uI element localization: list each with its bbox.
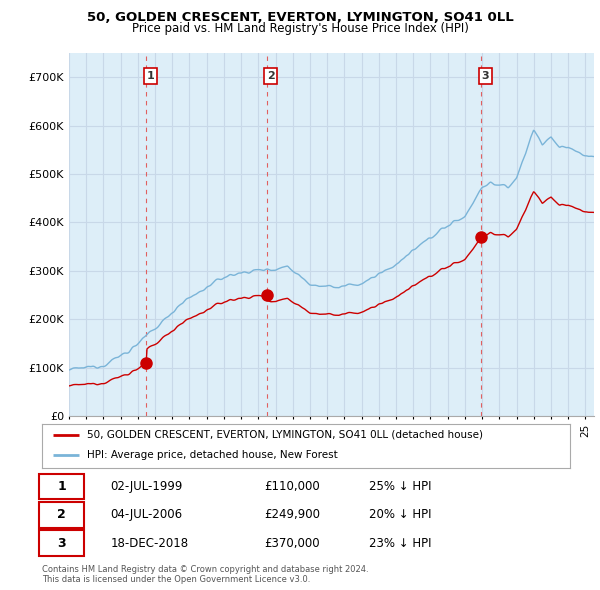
Text: 18-DEC-2018: 18-DEC-2018 <box>110 536 189 549</box>
Text: Contains HM Land Registry data © Crown copyright and database right 2024.: Contains HM Land Registry data © Crown c… <box>42 565 368 574</box>
Text: Price paid vs. HM Land Registry's House Price Index (HPI): Price paid vs. HM Land Registry's House … <box>131 22 469 35</box>
Text: 50, GOLDEN CRESCENT, EVERTON, LYMINGTON, SO41 0LL (detached house): 50, GOLDEN CRESCENT, EVERTON, LYMINGTON,… <box>87 430 483 440</box>
Text: This data is licensed under the Open Government Licence v3.0.: This data is licensed under the Open Gov… <box>42 575 310 584</box>
Text: £110,000: £110,000 <box>264 480 320 493</box>
FancyBboxPatch shape <box>40 502 84 527</box>
Text: 50, GOLDEN CRESCENT, EVERTON, LYMINGTON, SO41 0LL: 50, GOLDEN CRESCENT, EVERTON, LYMINGTON,… <box>86 11 514 24</box>
Text: 20% ↓ HPI: 20% ↓ HPI <box>370 508 432 522</box>
Text: £249,900: £249,900 <box>264 508 320 522</box>
Text: HPI: Average price, detached house, New Forest: HPI: Average price, detached house, New … <box>87 451 338 460</box>
Text: 3: 3 <box>57 536 66 549</box>
FancyBboxPatch shape <box>40 474 84 499</box>
Text: £370,000: £370,000 <box>264 536 319 549</box>
Text: 25% ↓ HPI: 25% ↓ HPI <box>370 480 432 493</box>
Text: 02-JUL-1999: 02-JUL-1999 <box>110 480 183 493</box>
Text: 2: 2 <box>267 71 275 81</box>
Text: 04-JUL-2006: 04-JUL-2006 <box>110 508 183 522</box>
Text: 1: 1 <box>57 480 66 493</box>
Text: 3: 3 <box>481 71 489 81</box>
FancyBboxPatch shape <box>40 530 84 556</box>
Text: 23% ↓ HPI: 23% ↓ HPI <box>370 536 432 549</box>
Text: 1: 1 <box>146 71 154 81</box>
Text: 2: 2 <box>57 508 66 522</box>
